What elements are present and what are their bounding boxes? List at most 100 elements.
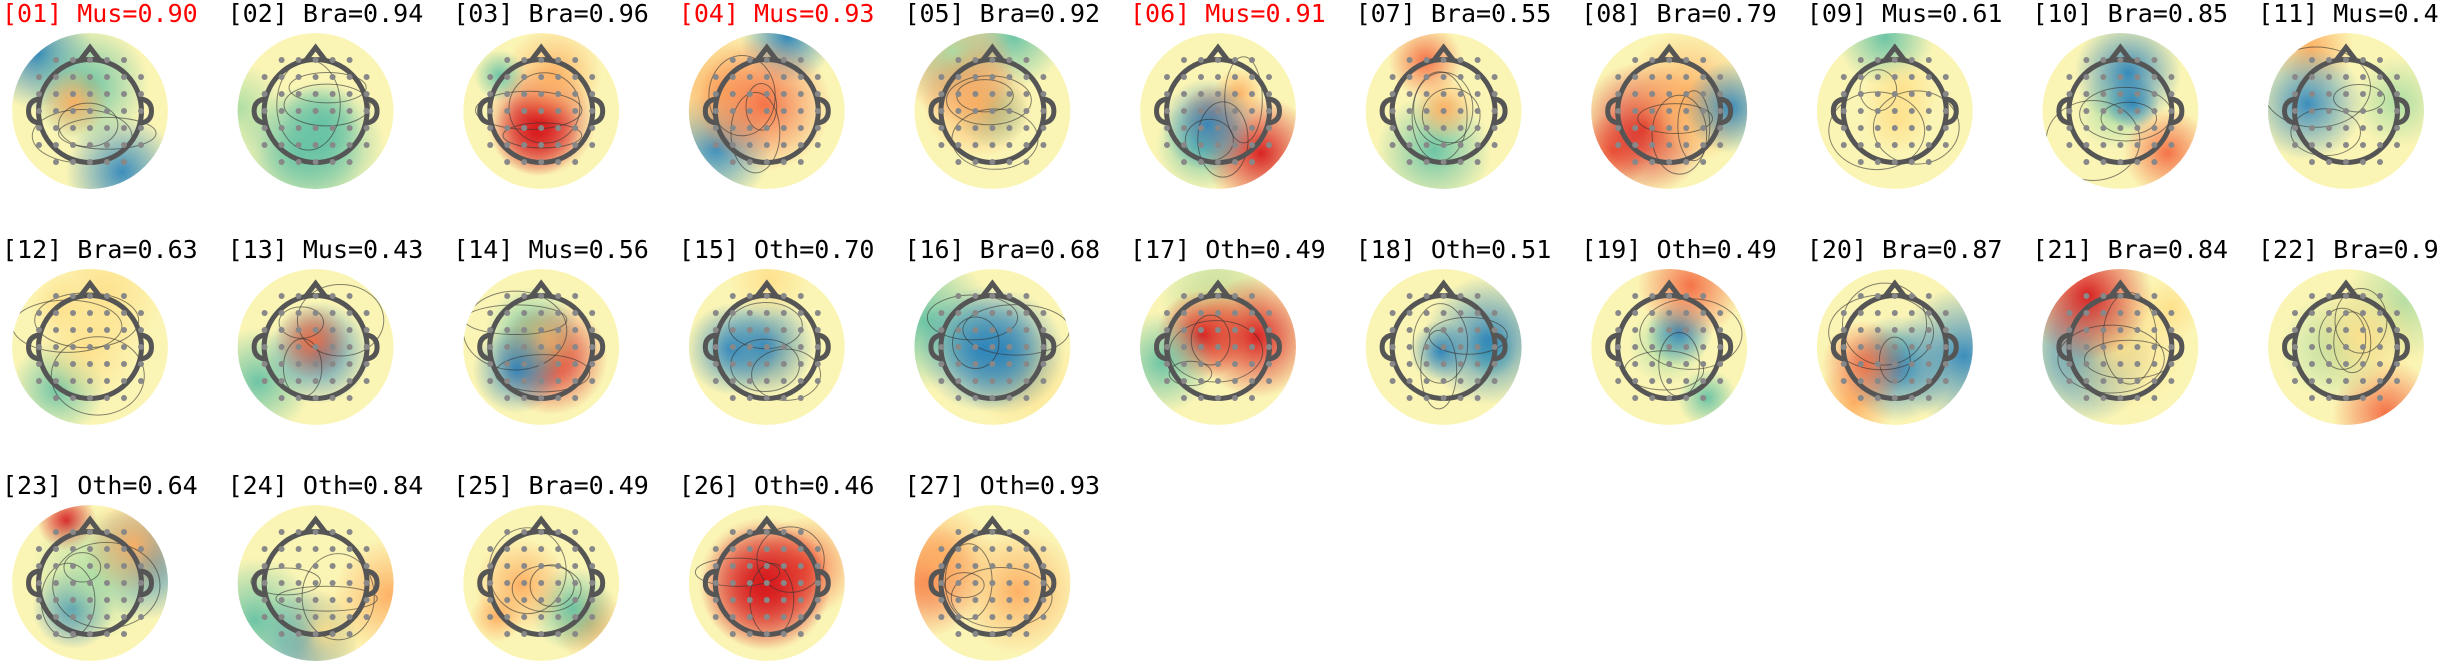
electrode	[1181, 395, 1187, 401]
left-ear	[702, 568, 716, 598]
electrode	[1666, 293, 1673, 299]
electrode	[1023, 563, 1030, 569]
electrode	[1164, 344, 1170, 350]
electrode	[295, 344, 302, 350]
electrode	[2066, 361, 2073, 367]
electrode	[746, 91, 753, 97]
electrode	[261, 361, 268, 367]
electrode	[589, 563, 596, 569]
electrode	[1406, 142, 1413, 148]
electrode	[70, 57, 76, 63]
electrode	[2134, 125, 2141, 131]
nose	[1431, 43, 1456, 63]
electrode	[138, 378, 144, 384]
electrode	[746, 108, 753, 114]
electrode	[53, 597, 59, 603]
electrode	[1908, 344, 1915, 350]
right-ear	[366, 568, 380, 598]
panel-label: [27] Oth=0.93	[904, 471, 1100, 500]
electrode	[763, 142, 770, 148]
electrode	[589, 142, 596, 148]
electrode	[814, 580, 821, 586]
electrode	[814, 310, 821, 316]
electrode	[36, 310, 42, 316]
electrode	[572, 546, 579, 552]
panel-label: [03] Bra=0.96	[453, 0, 649, 28]
electrode	[70, 108, 76, 114]
contour-line	[1841, 282, 1928, 366]
electrode	[2100, 327, 2107, 333]
topomap-panel: [23] Oth=0.64	[2, 471, 198, 661]
electrode	[797, 310, 804, 316]
electrode	[261, 344, 268, 350]
panel-label: [10] Bra=0.85	[2032, 0, 2228, 28]
electrode	[278, 344, 285, 350]
electrode	[2066, 327, 2073, 333]
electrode	[712, 108, 719, 114]
electrode	[972, 580, 979, 586]
electrode	[989, 310, 996, 316]
electrode	[1232, 395, 1238, 401]
electrode	[1423, 57, 1430, 63]
electrode	[1649, 293, 1656, 299]
electrode	[2066, 142, 2073, 148]
left-ear	[26, 96, 40, 126]
panel-label: [11] Mus=0.41	[2258, 0, 2438, 28]
electrode	[1181, 327, 1187, 333]
electrode	[104, 108, 110, 114]
electrode	[780, 631, 787, 637]
electrode	[329, 91, 336, 97]
topomap-panel: [09] Mus=0.61	[1807, 0, 2002, 189]
electrode	[1249, 57, 1255, 63]
electrode	[763, 580, 770, 586]
electrode	[1666, 327, 1673, 333]
topomap-panel: [21] Bra=0.84	[2032, 235, 2228, 425]
electrode	[2151, 108, 2158, 114]
left-ear	[928, 568, 942, 598]
electrode	[346, 293, 353, 299]
electrode	[1666, 74, 1673, 80]
electrode	[104, 529, 110, 535]
electrode	[2151, 310, 2158, 316]
electrode	[1942, 108, 1949, 114]
electrode	[329, 142, 336, 148]
electrode	[104, 597, 110, 603]
electrode	[1440, 74, 1447, 80]
electrode	[2309, 108, 2315, 114]
electrode	[2326, 74, 2332, 80]
electrode	[2083, 91, 2090, 97]
electrode	[2083, 378, 2090, 384]
contour-line	[1197, 101, 1249, 178]
contour-line	[288, 71, 367, 104]
electrode	[538, 293, 545, 299]
electrode	[504, 310, 511, 316]
electrode	[712, 580, 719, 586]
electrode	[70, 142, 76, 148]
electrode	[1006, 310, 1013, 316]
electrode	[521, 361, 528, 367]
electrode	[363, 327, 370, 333]
right-ear	[366, 96, 380, 126]
electrode	[1908, 91, 1915, 97]
electrode	[2309, 327, 2315, 333]
electrode	[2292, 344, 2298, 350]
electrode	[1491, 327, 1498, 333]
electrode	[1440, 142, 1447, 148]
electrode	[572, 529, 579, 535]
electrode	[53, 74, 59, 80]
electrode	[1891, 293, 1898, 299]
electrode	[295, 310, 302, 316]
electrode	[1700, 91, 1707, 97]
electrode	[53, 327, 59, 333]
electrode	[2309, 142, 2315, 148]
electrode	[2292, 378, 2298, 384]
electrode	[2100, 125, 2107, 131]
electrode	[780, 597, 787, 603]
panel-label: [08] Bra=0.79	[1581, 0, 1777, 28]
electrode	[87, 546, 93, 552]
electrode	[2394, 327, 2400, 333]
electrode	[1908, 361, 1915, 367]
electrode	[329, 395, 336, 401]
electrode	[538, 57, 545, 63]
electrode	[1891, 378, 1898, 384]
